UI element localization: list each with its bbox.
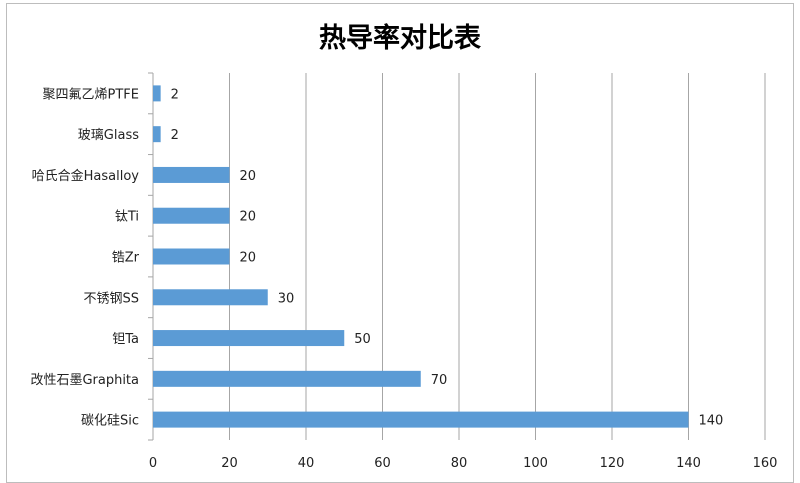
data-label: 140 xyxy=(699,414,724,429)
category-label: 钛Ti xyxy=(115,210,139,225)
bar xyxy=(153,330,345,347)
category-label: 锆Zr xyxy=(112,251,140,266)
data-label: 20 xyxy=(240,251,257,266)
bar xyxy=(153,166,230,183)
data-label: 20 xyxy=(240,169,257,184)
data-label: 2 xyxy=(171,128,179,143)
data-label: 2 xyxy=(171,87,179,102)
chart-title: 热导率对比表 xyxy=(319,23,481,54)
x-tick-label: 120 xyxy=(600,456,625,471)
x-tick-label: 80 xyxy=(451,456,468,471)
bar xyxy=(153,248,230,265)
category-label: 钽Ta xyxy=(112,332,139,347)
bar xyxy=(153,126,161,143)
bar xyxy=(153,289,268,306)
bar xyxy=(153,207,230,224)
x-tick-label: 100 xyxy=(523,456,548,471)
data-label: 20 xyxy=(240,210,257,225)
data-label: 70 xyxy=(431,373,448,388)
bar xyxy=(153,370,421,387)
x-tick-label: 0 xyxy=(149,456,157,471)
bar xyxy=(153,85,161,102)
category-label: 不锈钢SS xyxy=(83,291,139,306)
x-tick-label: 160 xyxy=(753,456,778,471)
data-label: 30 xyxy=(278,291,295,306)
category-label: 碳化硅Sic xyxy=(81,414,139,429)
x-tick-label: 140 xyxy=(676,456,701,471)
category-label: 改性石墨Graphita xyxy=(30,373,139,388)
bar xyxy=(153,411,689,428)
x-tick-label: 60 xyxy=(374,456,391,471)
category-label: 哈氏合金Hasalloy xyxy=(32,168,140,184)
x-tick-label: 40 xyxy=(298,456,315,471)
category-label: 聚四氟乙烯PTFE xyxy=(43,87,139,102)
category-label: 玻璃Glass xyxy=(78,128,139,143)
x-tick-label: 20 xyxy=(221,456,238,471)
data-label: 50 xyxy=(354,332,371,347)
